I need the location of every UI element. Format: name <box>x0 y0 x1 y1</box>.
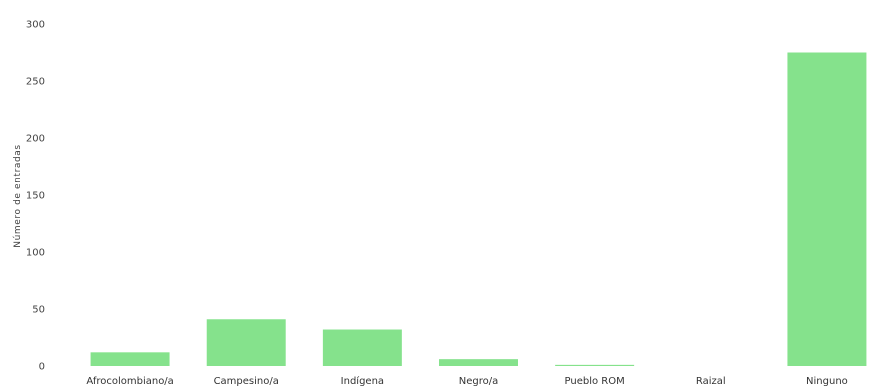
bar-6 <box>787 52 867 366</box>
x-axis-labels: Afrocolombiano/a Campesino/a Indígena Negro… <box>86 375 847 387</box>
y-axis-title-group: Número de entradas <box>13 144 23 247</box>
bar-2 <box>322 329 402 366</box>
bar-1 <box>206 319 286 366</box>
y-tick-label: 250 <box>26 77 45 88</box>
y-tick-label: 300 <box>26 20 45 31</box>
y-axis-title: Número de entradas <box>13 144 23 247</box>
bars-group <box>90 52 867 366</box>
y-tick-label: 0 <box>39 362 45 373</box>
y-axis-ticks: 0 50 100 150 200 250 300 <box>26 20 45 373</box>
x-tick-label: Afrocolombiano/a <box>86 376 173 387</box>
y-tick-label: 100 <box>26 248 45 259</box>
x-tick-label: Pueblo ROM <box>565 376 625 387</box>
x-tick-label: Raizal <box>696 376 726 387</box>
y-tick-label: 150 <box>26 191 45 202</box>
x-tick-label: Campesino/a <box>214 376 279 387</box>
bar-4 <box>555 364 635 366</box>
x-tick-label: Negro/a <box>459 376 499 387</box>
x-tick-label: Ninguno <box>806 376 848 387</box>
bar-0 <box>90 352 170 366</box>
y-tick-label: 200 <box>26 134 45 145</box>
y-tick-label: 50 <box>32 305 45 316</box>
x-tick-label: Indígena <box>341 375 384 387</box>
bar-3 <box>439 359 518 366</box>
